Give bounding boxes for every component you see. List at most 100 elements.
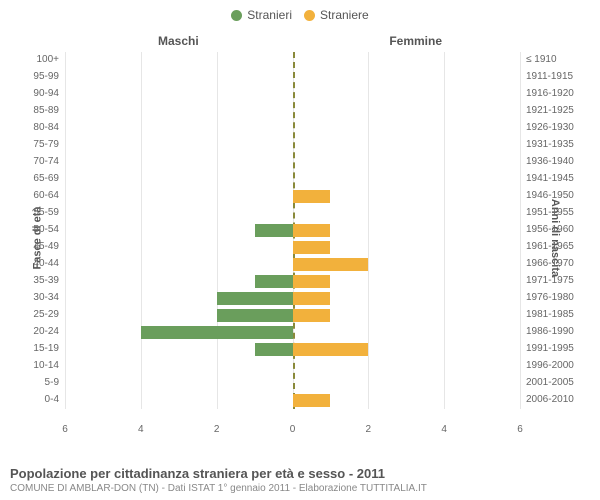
age-label: 100+ [36,54,59,65]
x-tick-label: 4 [441,424,447,435]
x-axis: 6 4 2 0 2 4 6 [65,424,520,438]
panel-title-female: Femmine [389,34,442,48]
age-label: 65-69 [33,173,59,184]
chart-subtitle: COMUNE DI AMBLAR-DON (TN) - Dati ISTAT 1… [10,483,590,494]
x-tick-label: 4 [138,424,144,435]
age-label: 35-39 [33,275,59,286]
age-row: 70-741936-1940 [65,154,520,171]
age-row: 0-42006-2010 [65,392,520,409]
bar-male [141,326,293,339]
panel-title-male: Maschi [158,34,199,48]
birth-year-label: 1911-1915 [526,71,573,82]
chart-area: Maschi Femmine Fasce di età Anni di nasc… [0,28,600,448]
age-row: 45-491961-1965 [65,239,520,256]
birth-year-label: 1931-1935 [526,139,574,150]
age-row: 55-591951-1955 [65,205,520,222]
age-label: 70-74 [33,156,59,167]
legend-item: Stranieri [231,8,292,22]
birth-year-label: 1941-1945 [526,173,574,184]
birth-year-label: 1946-1950 [526,190,574,201]
age-row: 75-791931-1935 [65,137,520,154]
age-row: 90-941916-1920 [65,86,520,103]
age-label: 85-89 [33,105,59,116]
birth-year-label: 1986-1990 [526,326,574,337]
bar-male [255,343,293,356]
x-tick-label: 0 [290,424,296,435]
bar-female [293,343,369,356]
age-row: 60-641946-1950 [65,188,520,205]
birth-year-label: 1921-1925 [526,105,574,116]
x-tick-label: 6 [517,424,523,435]
plot-area: 100+≤ 191095-991911-191590-941916-192085… [65,52,520,409]
birth-year-label: 2006-2010 [526,394,574,405]
age-label: 15-19 [33,343,59,354]
x-tick-label: 6 [62,424,68,435]
age-row: 5-92001-2005 [65,375,520,392]
bar-male [255,275,293,288]
age-row: 10-141996-2000 [65,358,520,375]
x-tick-label: 2 [366,424,372,435]
legend-label: Stranieri [247,8,292,22]
birth-year-label: 1926-1930 [526,122,574,133]
age-label: 5-9 [45,377,59,388]
age-label: 45-49 [33,241,59,252]
age-label: 10-14 [33,360,59,371]
chart-title: Popolazione per cittadinanza straniera p… [10,466,590,481]
age-row: 30-341976-1980 [65,290,520,307]
age-label: 80-84 [33,122,59,133]
age-label: 75-79 [33,139,59,150]
legend-swatch [304,10,315,21]
birth-year-label: 1976-1980 [526,292,574,303]
birth-year-label: 1936-1940 [526,156,574,167]
chart-footer: Popolazione per cittadinanza straniera p… [10,466,590,494]
bar-female [293,241,331,254]
bar-female [293,258,369,271]
age-label: 60-64 [33,190,59,201]
birth-year-label: 1971-1975 [526,275,574,286]
birth-year-label: 1996-2000 [526,360,574,371]
birth-year-label: 1991-1995 [526,343,574,354]
birth-year-label: 1916-1920 [526,88,574,99]
bar-female [293,190,331,203]
legend-swatch [231,10,242,21]
bar-male [217,292,293,305]
age-label: 50-54 [33,224,59,235]
bar-female [293,224,331,237]
age-label: 40-44 [33,258,59,269]
age-row: 35-391971-1975 [65,273,520,290]
bar-male [217,309,293,322]
age-row: 50-541956-1960 [65,222,520,239]
age-label: 0-4 [45,394,59,405]
age-label: 30-34 [33,292,59,303]
gridline [520,52,521,409]
birth-year-label: 1966-1970 [526,258,574,269]
age-row: 85-891921-1925 [65,103,520,120]
bar-female [293,275,331,288]
age-label: 90-94 [33,88,59,99]
bar-female [293,394,331,407]
age-row: 25-291981-1985 [65,307,520,324]
birth-year-label: 2001-2005 [526,377,574,388]
age-label: 55-59 [33,207,59,218]
birth-year-label: 1981-1985 [526,309,574,320]
birth-year-label: 1951-1955 [526,207,574,218]
age-row: 100+≤ 1910 [65,52,520,69]
age-label: 95-99 [33,71,59,82]
legend: Stranieri Straniere [0,0,600,28]
age-row: 95-991911-1915 [65,69,520,86]
birth-year-label: 1956-1960 [526,224,574,235]
legend-label: Straniere [320,8,369,22]
age-row: 15-191991-1995 [65,341,520,358]
bar-female [293,309,331,322]
age-row: 65-691941-1945 [65,171,520,188]
legend-item: Straniere [304,8,369,22]
age-label: 25-29 [33,309,59,320]
x-tick-label: 2 [214,424,220,435]
birth-year-label: 1961-1965 [526,241,574,252]
age-row: 40-441966-1970 [65,256,520,273]
bar-male [255,224,293,237]
bar-female [293,292,331,305]
age-label: 20-24 [33,326,59,337]
birth-year-label: ≤ 1910 [526,54,557,65]
age-row: 20-241986-1990 [65,324,520,341]
